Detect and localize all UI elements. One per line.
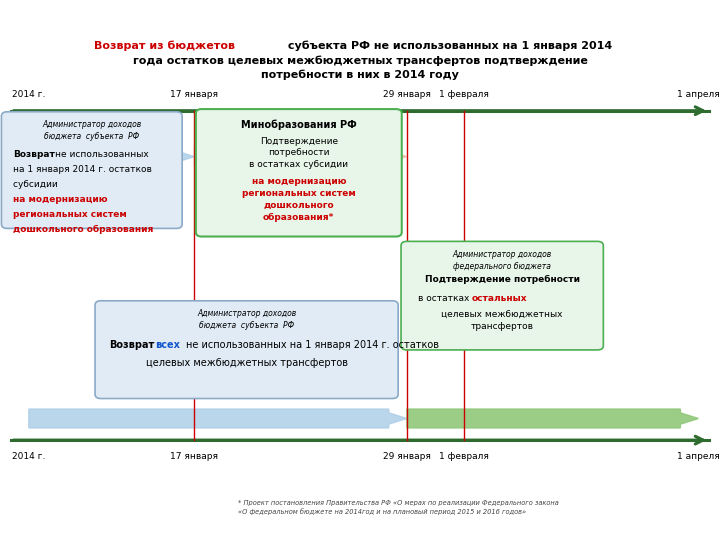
FancyArrow shape [194,147,407,166]
Text: целевых межбюджетных трансфертов: целевых межбюджетных трансфертов [145,358,348,368]
Text: Возврат из бюджетов: Возврат из бюджетов [94,40,235,51]
Bar [4,5,11,12]
Text: Мф]: Мф] [35,10,72,25]
FancyArrow shape [29,409,407,428]
Text: в остатках: в остатках [418,294,472,303]
Bar [21,5,28,12]
Text: Подтверждение потребности: Подтверждение потребности [425,275,580,285]
Text: не использованных на 1 января 2014 г. остатков: не использованных на 1 января 2014 г. ос… [186,340,438,350]
Bar [12,5,19,12]
Text: 2014 г.: 2014 г. [12,452,45,461]
Text: Администратор доходов
бюджета  субъекта  РФ: Администратор доходов бюджета субъекта Р… [42,120,141,141]
Text: * Проект постановления Правительства РФ «О мерах по реализации Федерального зако: * Проект постановления Правительства РФ … [238,500,558,515]
Text: дошкольного образования: дошкольного образования [13,225,153,234]
Text: Минобразования РФ: Минобразования РФ [241,120,356,130]
Text: Возврат: Возврат [13,150,55,159]
FancyBboxPatch shape [1,112,182,228]
Text: 29 января: 29 января [383,452,431,461]
Text: на 1 января 2014 г. остатков: на 1 января 2014 г. остатков [13,165,152,174]
Bar [4,23,11,30]
Text: всех: всех [155,340,180,350]
Bar [21,23,28,30]
Text: Администратор доходов
бюджета  субъекта  РФ: Администратор доходов бюджета субъекта Р… [197,309,296,330]
FancyBboxPatch shape [401,241,603,350]
Bar [12,23,19,30]
Text: Администратор доходов
федерального бюджета: Администратор доходов федерального бюдже… [453,250,552,271]
Bar [4,14,11,21]
Text: 1 апреля: 1 апреля [677,90,720,99]
Text: 1 февраля: 1 февраля [439,452,490,461]
Text: 29 января: 29 января [383,90,431,99]
Bar [12,14,19,21]
Text: 1 февраля: 1 февраля [439,90,490,99]
Text: региональных систем: региональных систем [13,210,127,219]
FancyArrow shape [29,147,194,166]
FancyArrow shape [407,409,698,428]
Text: Возврат: Возврат [109,340,155,350]
Text: потребности в них в 2014 году: потребности в них в 2014 году [261,70,459,80]
FancyBboxPatch shape [196,109,402,237]
Text: остальных: остальных [472,294,527,303]
Text: целевых межбюджетных
трансфертов: целевых межбюджетных трансфертов [441,310,563,332]
Text: на модернизацию: на модернизацию [13,195,107,204]
Text: 9: 9 [691,10,702,25]
Text: года остатков целевых межбюджетных трансфертов подтверждение: года остатков целевых межбюджетных транс… [132,55,588,65]
Text: субъекта РФ не использованных на 1 января 2014: субъекта РФ не использованных на 1 январ… [284,40,613,51]
Bar [21,14,28,21]
Text: 2014 г.: 2014 г. [12,90,45,99]
FancyBboxPatch shape [95,301,398,399]
Text: не использованных: не использованных [55,150,148,159]
Text: 17 января: 17 января [171,452,218,461]
Text: субсидии: субсидии [13,180,60,189]
Text: 17 января: 17 января [171,90,218,99]
Text: 1 апреля: 1 апреля [677,452,720,461]
Text: на модернизацию
региональных систем
дошкольного
образования*: на модернизацию региональных систем дошк… [242,177,356,221]
Text: Подтверждение
потребности
в остатках субсидии: Подтверждение потребности в остатках суб… [249,137,348,169]
